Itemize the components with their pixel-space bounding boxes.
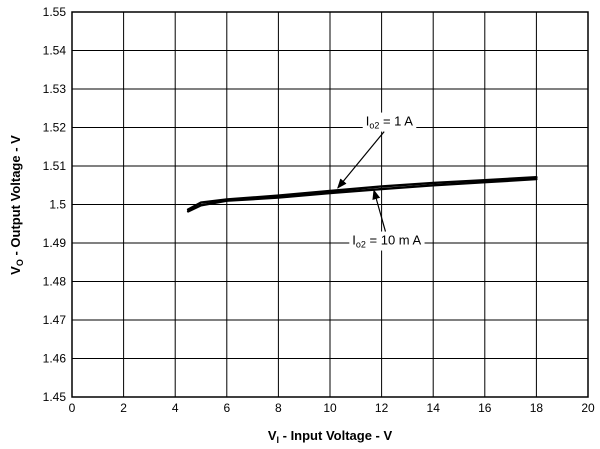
x-tick-label: 14 bbox=[427, 401, 441, 415]
annotation-label: Io2 = 10 m A bbox=[352, 233, 421, 250]
annotation-label-bg bbox=[362, 112, 417, 132]
series-layer bbox=[186, 175, 538, 213]
grid bbox=[72, 12, 588, 397]
y-tick-label: 1.52 bbox=[43, 121, 67, 135]
x-tick-label: 18 bbox=[530, 401, 544, 415]
y-tick-label: 1.47 bbox=[43, 313, 67, 327]
annotation-arrow bbox=[372, 189, 387, 232]
annotation-2: Io2 = 10 m A bbox=[349, 189, 425, 251]
y-tick-label: 1.48 bbox=[43, 275, 67, 289]
series-line-2 bbox=[186, 177, 538, 213]
y-tick-label: 1.45 bbox=[43, 390, 67, 404]
x-tick-label: 20 bbox=[581, 401, 595, 415]
annotation-label: Io2 = 1 A bbox=[366, 114, 414, 131]
plot-frame bbox=[71, 11, 589, 398]
x-tick-label: 16 bbox=[478, 401, 492, 415]
annotation-1: Io2 = 1 A bbox=[337, 112, 417, 189]
x-tick-label: 2 bbox=[120, 401, 127, 415]
x-tick-label: 10 bbox=[323, 401, 337, 415]
annotation-arrow bbox=[337, 131, 385, 189]
y-tick-label: 1.55 bbox=[43, 5, 67, 19]
annotations: Io2 = 1 A Io2 = 10 m A bbox=[337, 112, 425, 251]
y-tick-labels: 1.45 1.46 1.47 1.48 1.49 1.5 1.51 1.52 1.53 1.54 1… bbox=[43, 5, 67, 404]
x-tick-label: 12 bbox=[375, 401, 389, 415]
y-axis-title: VO - Output Voltage - V bbox=[8, 135, 25, 275]
y-tick-label: 1.54 bbox=[43, 44, 67, 58]
y-tick-label: 1.53 bbox=[43, 82, 67, 96]
x-tick-label: 4 bbox=[172, 401, 179, 415]
x-tick-label: 0 bbox=[69, 401, 76, 415]
y-tick-label: 1.5 bbox=[49, 198, 66, 212]
y-tick-label: 1.46 bbox=[43, 352, 67, 366]
annotation-label-bg bbox=[349, 231, 425, 251]
x-tick-labels: 0 2 4 6 8 10 12 14 16 18 20 bbox=[69, 401, 595, 415]
series-line-1 bbox=[186, 175, 538, 211]
y-tick-label: 1.49 bbox=[43, 236, 67, 250]
x-tick-label: 8 bbox=[275, 401, 282, 415]
x-tick-label: 6 bbox=[223, 401, 230, 415]
y-tick-label: 1.51 bbox=[43, 159, 67, 173]
x-axis-title: VI - Input Voltage - V bbox=[268, 428, 393, 445]
